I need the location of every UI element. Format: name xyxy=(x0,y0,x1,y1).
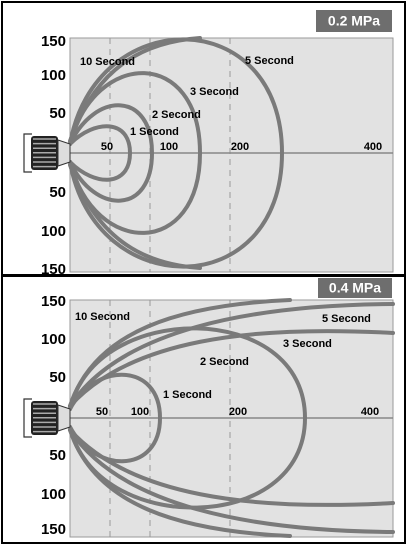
curve-label: 5 Second xyxy=(245,55,294,67)
spray-curve xyxy=(68,124,133,182)
x-tick-label: 50 xyxy=(101,141,113,153)
y-tick-label: 150 xyxy=(41,261,66,278)
y-tick-label: 50 xyxy=(49,105,66,122)
x-tick-label: 50 xyxy=(96,406,108,418)
curve-label: 10 Second xyxy=(80,56,135,68)
spray-curve xyxy=(68,372,163,464)
spray-curve xyxy=(68,71,203,235)
x-tick-label: 100 xyxy=(131,406,149,418)
x-tick-label: 200 xyxy=(231,141,249,153)
pressure-box xyxy=(316,10,392,32)
y-tick-label: 50 xyxy=(49,369,66,386)
spray-curve xyxy=(68,103,155,203)
y-tick-label: 100 xyxy=(41,486,66,503)
y-tick-label: 150 xyxy=(41,521,66,538)
pressure-label: 0.2 MPa xyxy=(328,13,380,29)
y-tick-label: 100 xyxy=(41,331,66,348)
nozzle-bracket xyxy=(23,133,32,173)
x-tick-label: 100 xyxy=(160,141,178,153)
spray-curve xyxy=(68,37,285,269)
y-tick-label: 150 xyxy=(41,293,66,310)
nozzle-bracket xyxy=(23,398,32,438)
curve-label: 3 Second xyxy=(283,338,332,350)
curve-label: 1 Second xyxy=(130,126,179,138)
x-tick-label: 200 xyxy=(229,406,247,418)
y-tick-label: 150 xyxy=(41,33,66,50)
spray-curve xyxy=(68,326,308,510)
curve-label: 10 Second xyxy=(75,311,130,323)
curve-label: 2 Second xyxy=(152,109,201,121)
curve-label: 3 Second xyxy=(190,86,239,98)
nozzle xyxy=(23,398,71,438)
y-tick-label: 100 xyxy=(41,223,66,240)
nozzle-tip xyxy=(57,139,71,167)
y-tick-label: 50 xyxy=(49,184,66,201)
curve-label: 1 Second xyxy=(163,389,212,401)
pressure-box xyxy=(318,278,392,298)
pressure-label: 0.4 MPa xyxy=(329,280,381,296)
nozzle xyxy=(23,133,71,173)
curve-label: 2 Second xyxy=(200,356,249,368)
x-tick-label: 400 xyxy=(364,141,382,153)
y-tick-label: 100 xyxy=(41,67,66,84)
x-tick-label: 400 xyxy=(361,406,379,418)
y-tick-label: 50 xyxy=(49,447,66,464)
divider xyxy=(2,274,405,277)
nozzle-tip xyxy=(57,404,71,432)
curve-label: 5 Second xyxy=(322,313,371,325)
